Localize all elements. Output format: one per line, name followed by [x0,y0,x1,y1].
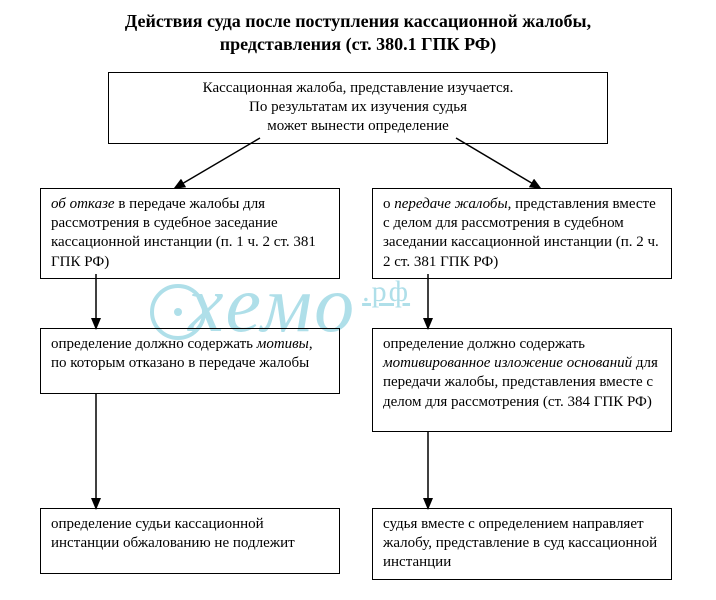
node-left-2-pre: определение должно содержать [51,336,257,352]
node-top-l1: Кассационная жалоба, представление изуча… [203,80,514,96]
node-right-1-em: передаче жалобы [394,196,507,212]
node-left-2-em: мотивы [257,336,309,352]
arrow [456,138,540,188]
node-left-3-txt: определение судьи кассационной инстанции… [51,516,295,551]
node-right-2-em: мотивированное изложение оснований [383,355,632,371]
node-top-l2: По результатам их изучения судья [249,99,467,115]
node-left-3: определение судьи кассационной инстанции… [40,508,340,574]
node-left-2: определение должно содержать мотивы, по … [40,328,340,394]
node-right-1-pre: о [383,196,394,212]
node-right-2-pre: определение должно содержать [383,336,585,352]
title-line2: представления (ст. 380.1 ГПК РФ) [220,34,496,54]
node-left-1-em: об отказе [51,196,115,212]
node-right-3-txt: судья вместе с определением направляет ж… [383,516,657,570]
node-right-3: судья вместе с определением направляет ж… [372,508,672,580]
node-right-1: о передаче жалобы, представления вместе … [372,188,672,279]
arrow [175,138,260,188]
node-top: Кассационная жалоба, представление изуча… [108,72,608,144]
watermark-suffix: .рф [362,275,410,309]
diagram-title: Действия суда после поступления кассацио… [0,0,716,59]
title-line1: Действия суда после поступления кассацио… [125,11,591,31]
node-top-l3: может вынести определение [267,118,449,134]
node-right-2: определение должно содержать мотивирован… [372,328,672,432]
node-left-1: об отказе в передаче жалобы для рассмотр… [40,188,340,279]
